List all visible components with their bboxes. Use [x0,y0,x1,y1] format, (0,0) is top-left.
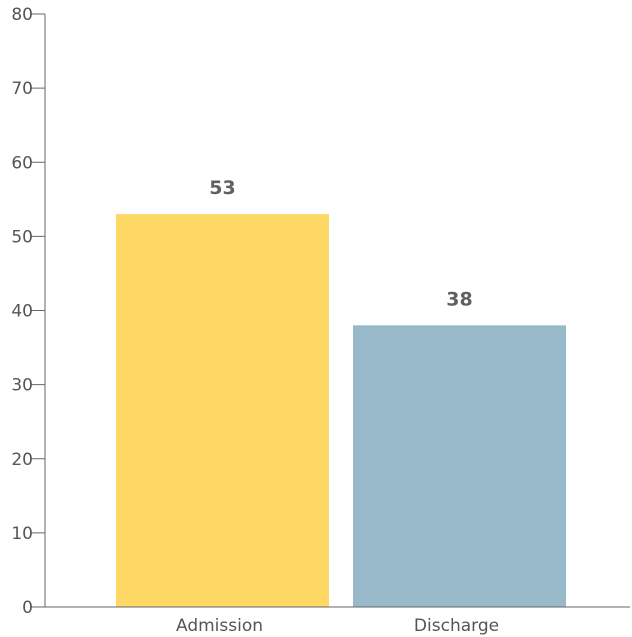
data-label-admission: 53 [209,177,235,199]
y-tick-label: 40 [11,302,33,322]
bars-group: 53 38 [116,177,566,607]
y-tick-label: 50 [11,227,33,247]
y-tick-label: 0 [22,598,33,618]
y-tick-label: 20 [11,450,33,470]
bar-admission [116,214,329,607]
x-tick-label-admission: Admission [176,616,263,636]
y-tick-label: 70 [11,79,33,99]
x-tick-label-discharge: Discharge [414,616,499,636]
y-tick-label: 10 [11,524,33,544]
x-axis: Admission Discharge [45,606,630,636]
data-label-discharge: 38 [446,288,472,310]
y-tick-label: 30 [11,376,33,396]
y-axis: 0 10 20 30 40 50 60 70 80 [11,5,46,618]
y-tick-label: 80 [11,5,33,25]
y-tick-label: 60 [11,153,33,173]
bar-discharge [353,325,566,607]
